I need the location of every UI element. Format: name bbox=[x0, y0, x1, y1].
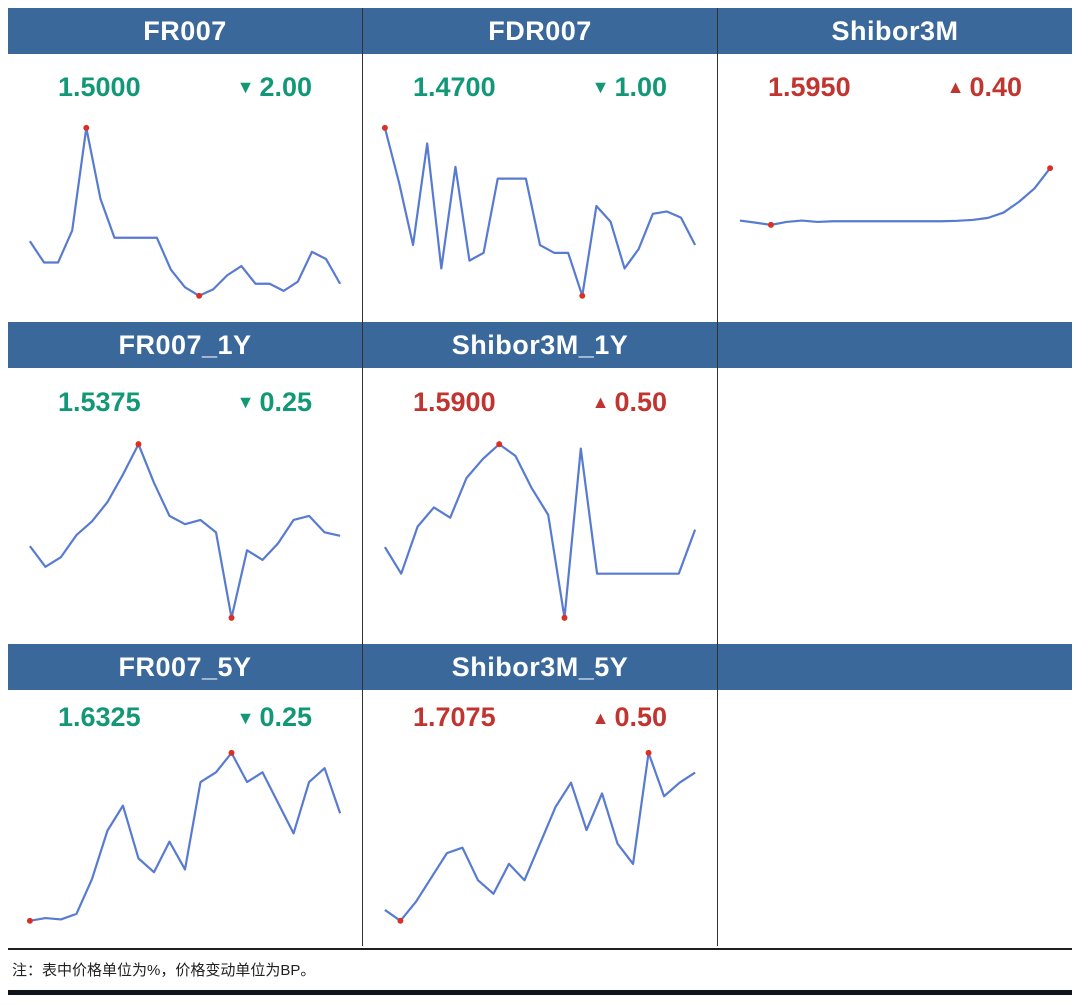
rate-value: 1.4700 bbox=[413, 71, 496, 102]
value-row: 1.7075 ▲ 0.50 bbox=[363, 690, 717, 733]
rate-cell-shibor3m: 1.5950 ▲ 0.40 bbox=[718, 54, 1072, 322]
sparkline-chart-shibor3m-1y bbox=[363, 424, 717, 644]
body-row-2: 1.5375 ▼ 0.25 1.5900 ▲ 0.50 bbox=[8, 368, 1072, 644]
footnote-text: 注：表中价格单位为%，价格变动单位为BP。 bbox=[12, 962, 316, 979]
sparkline-chart-fdr007 bbox=[363, 108, 717, 322]
rate-change: ▲ 0.50 bbox=[592, 387, 667, 418]
divider-line bbox=[8, 948, 1072, 950]
rate-change: ▼ 1.00 bbox=[592, 72, 667, 103]
header-row-3: FR007_5Y Shibor3M_5Y bbox=[8, 644, 1072, 690]
header-cell-shibor3m: Shibor3M bbox=[718, 8, 1072, 54]
value-row: 1.6325 ▼ 0.25 bbox=[8, 690, 362, 733]
header-label: Shibor3M_5Y bbox=[451, 651, 629, 682]
value-row: 1.5900 ▲ 0.50 bbox=[363, 368, 717, 424]
change-value: 0.50 bbox=[614, 386, 667, 417]
value-row: 1.5375 ▼ 0.25 bbox=[8, 368, 362, 424]
rate-change: ▲ 0.50 bbox=[592, 702, 667, 733]
header-label: FR007_1Y bbox=[118, 329, 252, 360]
header-label: Shibor3M_1Y bbox=[451, 329, 629, 360]
footnote: 注：表中价格单位为%，价格变动单位为BP。 bbox=[8, 950, 1072, 987]
up-arrow-icon: ▲ bbox=[591, 707, 610, 728]
header-cell-fr007-1y: FR007_1Y bbox=[8, 322, 363, 368]
rate-value: 1.5900 bbox=[413, 386, 496, 417]
header-cell-fr007: FR007 bbox=[8, 8, 363, 54]
sparkline-chart-fr007-1y bbox=[8, 424, 362, 644]
header-label: FR007 bbox=[143, 15, 227, 46]
change-value: 0.25 bbox=[259, 386, 312, 417]
rate-cell-fr007-5y: 1.6325 ▼ 0.25 bbox=[8, 690, 363, 946]
rate-change: ▼ 0.25 bbox=[237, 702, 312, 733]
header-cell-shibor3m-5y: Shibor3M_5Y bbox=[363, 644, 718, 690]
rate-change: ▼ 0.25 bbox=[237, 387, 312, 418]
bottom-border-line bbox=[8, 990, 1072, 995]
change-value: 0.25 bbox=[259, 702, 312, 732]
rate-change: ▲ 0.40 bbox=[947, 72, 1022, 103]
header-cell-shibor3m-1y: Shibor3M_1Y bbox=[363, 322, 718, 368]
rate-value: 1.6325 bbox=[58, 702, 141, 732]
sparkline-chart-fr007-5y bbox=[8, 733, 362, 947]
rate-value: 1.5950 bbox=[768, 71, 851, 102]
body-row-1: 1.5000 ▼ 2.00 1.4700 ▼ 1.00 1.5950 bbox=[8, 54, 1072, 322]
empty-cell bbox=[718, 690, 1072, 946]
up-arrow-icon: ▲ bbox=[946, 77, 965, 98]
rate-cell-shibor3m-1y: 1.5900 ▲ 0.50 bbox=[363, 368, 718, 644]
down-arrow-icon: ▼ bbox=[236, 77, 255, 98]
rate-value: 1.7075 bbox=[413, 702, 496, 732]
value-row: 1.4700 ▼ 1.00 bbox=[363, 54, 717, 108]
header-row-2: FR007_1Y Shibor3M_1Y bbox=[8, 322, 1072, 368]
header-row-1: FR007 FDR007 Shibor3M bbox=[8, 8, 1072, 54]
value-row: 1.5000 ▼ 2.00 bbox=[8, 54, 362, 108]
header-cell-empty bbox=[718, 644, 1072, 690]
down-arrow-icon: ▼ bbox=[236, 707, 255, 728]
header-cell-fr007-5y: FR007_5Y bbox=[8, 644, 363, 690]
rate-cell-fr007: 1.5000 ▼ 2.00 bbox=[8, 54, 363, 322]
header-label: Shibor3M bbox=[831, 15, 959, 46]
header-label: FR007_5Y bbox=[118, 651, 252, 682]
sparkline-chart-fr007 bbox=[8, 108, 362, 322]
change-value: 0.40 bbox=[969, 71, 1022, 102]
down-arrow-icon: ▼ bbox=[236, 392, 255, 412]
rate-change: ▼ 2.00 bbox=[237, 72, 312, 103]
change-value: 0.50 bbox=[614, 702, 667, 732]
empty-cell bbox=[718, 368, 1072, 644]
header-cell-empty bbox=[718, 322, 1072, 368]
sparkline-chart-shibor3m-5y bbox=[363, 733, 717, 947]
rate-cell-fr007-1y: 1.5375 ▼ 0.25 bbox=[8, 368, 363, 644]
header-cell-fdr007: FDR007 bbox=[363, 8, 718, 54]
rate-value: 1.5375 bbox=[58, 386, 141, 417]
change-value: 2.00 bbox=[259, 71, 312, 102]
header-label: FDR007 bbox=[488, 15, 592, 46]
sparkline-chart-shibor3m bbox=[718, 108, 1072, 322]
change-value: 1.00 bbox=[614, 71, 667, 102]
body-row-3: 1.6325 ▼ 0.25 1.7075 ▲ 0.50 bbox=[8, 690, 1072, 946]
rate-cell-shibor3m-5y: 1.7075 ▲ 0.50 bbox=[363, 690, 718, 946]
down-arrow-icon: ▼ bbox=[591, 77, 610, 98]
up-arrow-icon: ▲ bbox=[591, 392, 610, 412]
rate-cell-fdr007: 1.4700 ▼ 1.00 bbox=[363, 54, 718, 322]
rate-value: 1.5000 bbox=[58, 71, 141, 102]
value-row: 1.5950 ▲ 0.40 bbox=[718, 54, 1072, 108]
